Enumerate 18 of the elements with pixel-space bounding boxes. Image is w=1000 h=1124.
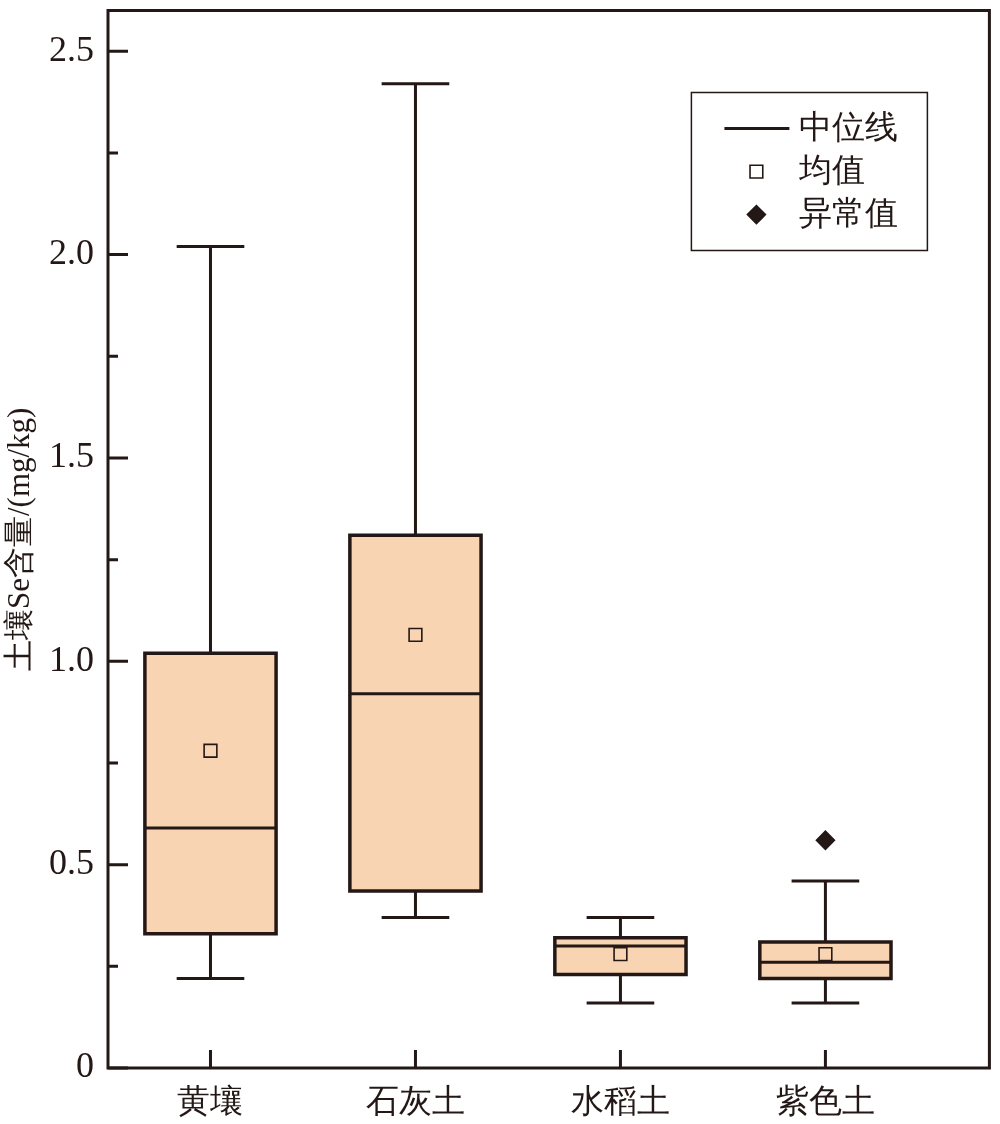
legend-label: 中位线 bbox=[799, 109, 899, 146]
x-tick-label: 石灰土 bbox=[365, 1083, 465, 1120]
point bbox=[408, 627, 423, 643]
y-tick-label: 1.0 bbox=[49, 638, 94, 679]
y-tick-label: 1.5 bbox=[49, 435, 94, 476]
point bbox=[613, 946, 628, 962]
x-tick-label: 黄壤 bbox=[177, 1083, 244, 1120]
y-axis-title: 土壤Se含量/(mg/kg) bbox=[0, 407, 36, 672]
y-tick-label: 0.5 bbox=[49, 842, 94, 883]
legend-label: 异常值 bbox=[799, 195, 899, 232]
y-tick-label: 0 bbox=[76, 1045, 94, 1086]
point bbox=[818, 946, 833, 962]
point bbox=[203, 743, 218, 758]
x-tick-label: 水稻土 bbox=[570, 1083, 670, 1120]
legend-label: 均值 bbox=[798, 152, 866, 189]
y-tick-label: 2.5 bbox=[49, 28, 94, 69]
y-tick-label: 2.0 bbox=[49, 232, 94, 273]
x-tick-label: 紫色土 bbox=[775, 1083, 875, 1120]
